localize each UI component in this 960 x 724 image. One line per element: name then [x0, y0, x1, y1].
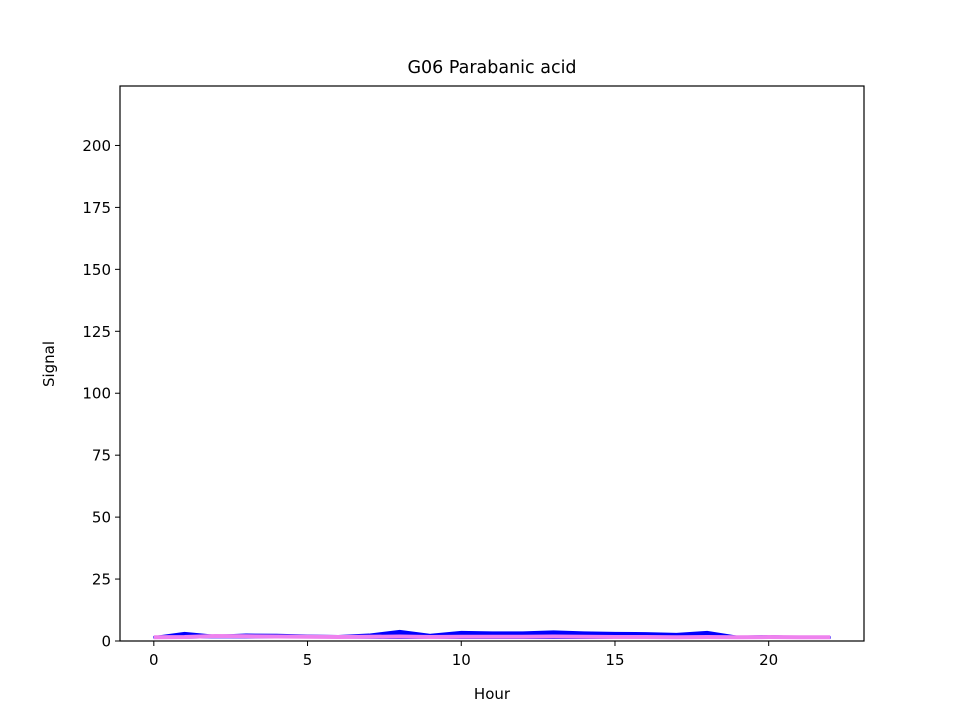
- y-tick-label: 150: [82, 261, 111, 279]
- signal-mean-line: [153, 634, 831, 640]
- y-tick-label: 100: [82, 385, 111, 403]
- x-axis-label: Hour: [474, 685, 511, 703]
- y-tick-label: 25: [92, 571, 111, 589]
- x-tick-label: 20: [759, 651, 778, 669]
- y-tick-label: 50: [92, 509, 111, 527]
- y-tick-label: 75: [92, 447, 111, 465]
- chart-title: G06 Parabanic acid: [407, 58, 576, 78]
- x-tick-label: 0: [149, 651, 159, 669]
- x-tick-label: 10: [452, 651, 471, 669]
- plot-area: [153, 629, 831, 640]
- plot-frame: [119, 85, 865, 642]
- y-tick-label: 175: [82, 199, 111, 217]
- y-axis-label: Signal: [40, 341, 58, 387]
- x-axis: 0 5 10 15 20: [149, 641, 778, 669]
- y-tick-label: 0: [101, 633, 111, 651]
- y-axis: 0 25 50 75 100 125 150 175 200: [82, 137, 120, 651]
- y-tick-label: 200: [82, 137, 111, 155]
- x-tick-label: 15: [605, 651, 624, 669]
- y-tick-label: 125: [82, 323, 111, 341]
- x-tick-label: 5: [303, 651, 313, 669]
